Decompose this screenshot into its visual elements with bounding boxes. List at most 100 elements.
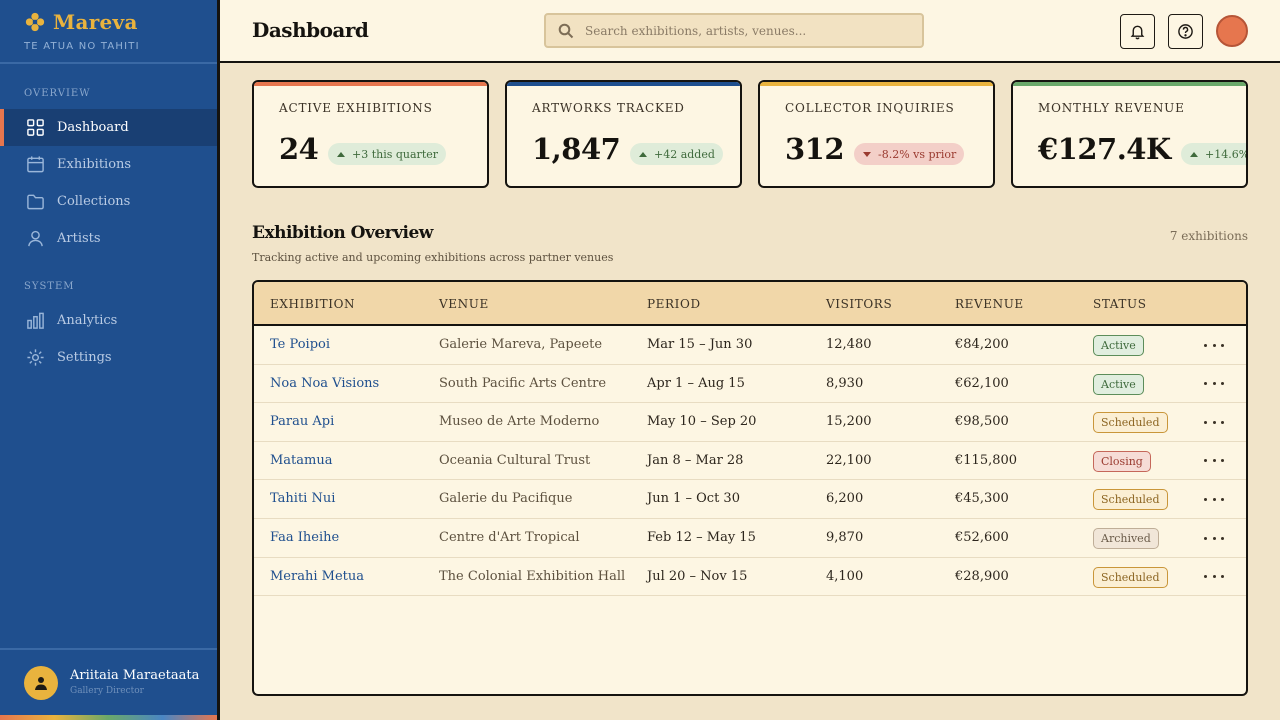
sidebar-item-label: Exhibitions (57, 157, 132, 172)
card-accent-bar (760, 82, 993, 86)
period-cell: Apr 1 – Aug 15 (647, 375, 745, 391)
card-accent-bar (254, 82, 487, 86)
notifications-button[interactable] (1120, 14, 1155, 49)
sidebar-item-analytics[interactable]: Analytics (0, 302, 217, 339)
more-options-icon[interactable] (1204, 492, 1224, 506)
stat-delta-text: -8.2% vs prior (878, 147, 957, 161)
search-icon (558, 23, 574, 38)
table-row[interactable]: Tahiti Nui Galerie du Pacifique Jun 1 – Oc… (254, 480, 1246, 519)
search-input[interactable] (585, 23, 905, 38)
more-options-icon[interactable] (1204, 415, 1224, 429)
trend-arrow-icon (1190, 151, 1198, 157)
dot (1212, 536, 1216, 540)
stat-delta: -8.2% vs prior (854, 143, 965, 165)
status-badge: Scheduled (1093, 566, 1168, 588)
section-subtitle: Tracking active and upcoming exhibitions… (252, 251, 614, 264)
table-row[interactable]: Te Poipoi Galerie Mareva, Papeete Mar 15 –… (254, 326, 1246, 365)
grid-icon (27, 119, 44, 136)
status-badge: Scheduled (1093, 489, 1168, 511)
dot (1212, 575, 1216, 579)
stat-value: 312 (785, 132, 845, 166)
dot (1204, 497, 1207, 501)
trend-arrow-icon (863, 151, 871, 157)
section-title: Exhibition Overview (252, 223, 433, 243)
revenue-cell: €84,200 (955, 337, 1009, 352)
divider (0, 648, 217, 650)
sidebar-item-collections[interactable]: Collections (0, 183, 217, 220)
page-title: Dashboard (252, 18, 369, 42)
help-button[interactable] (1168, 14, 1203, 49)
nav-section-overview: OVERVIEW (24, 88, 91, 99)
table-row[interactable]: Parau Api Museo de Arte Moderno May 10 – S… (254, 403, 1246, 442)
more-options-icon[interactable] (1204, 377, 1224, 391)
user-name: Ariitaia Maraetaata (70, 668, 200, 683)
status-badge: Active (1093, 335, 1144, 356)
table-row[interactable]: Merahi Metua The Colonial Exhibition Hall… (254, 558, 1246, 597)
card-accent-bar (1013, 82, 1246, 86)
period-cell: Jan 8 – Mar 28 (647, 452, 744, 468)
visitors-cell: 22,100 (826, 452, 872, 468)
column-header-venue[interactable]: VENUE (439, 297, 489, 311)
profile-avatar[interactable] (1216, 15, 1248, 47)
venue-cell: Centre d'Art Tropical (439, 530, 580, 545)
revenue-cell: €52,600 (955, 530, 1009, 545)
dot (1204, 575, 1207, 579)
sidebar-item-label: Dashboard (57, 120, 129, 135)
exhibition-name[interactable]: Tahiti Nui (270, 491, 336, 507)
dot (1212, 459, 1216, 463)
dot (1204, 459, 1207, 463)
visitors-cell: 8,930 (826, 375, 864, 391)
exhibition-name[interactable]: Merahi Metua (270, 568, 364, 584)
search-box[interactable] (544, 13, 924, 48)
more-options-icon[interactable] (1204, 570, 1224, 584)
more-options-icon[interactable] (1204, 454, 1224, 468)
stat-value: 1,847 (532, 132, 621, 166)
bell-icon (1130, 25, 1145, 40)
exhibition-name[interactable]: Faa Iheihe (270, 530, 340, 545)
exhibitions-table: EXHIBITION VENUE PERIOD VISITORS REVENUE… (252, 280, 1248, 696)
period-cell: Mar 15 – Jun 30 (647, 337, 753, 352)
table-row[interactable]: Faa Iheihe Centre d'Art Tropical Feb 12 – … (254, 519, 1246, 558)
visitors-cell: 9,870 (826, 530, 864, 545)
period-cell: Feb 12 – May 15 (647, 530, 756, 545)
stat-label: ARTWORKS TRACKED (532, 101, 685, 115)
exhibition-name[interactable]: Noa Noa Visions (270, 375, 380, 391)
status-badge: Archived (1093, 528, 1159, 549)
brand[interactable]: Mareva (24, 10, 138, 34)
sidebar-item-settings[interactable]: Settings (0, 339, 217, 376)
revenue-cell: €115,800 (955, 452, 1018, 468)
exhibition-name[interactable]: Te Poipoi (270, 337, 330, 352)
exhibition-name[interactable]: Parau Api (270, 414, 335, 430)
column-header-period[interactable]: PERIOD (647, 297, 701, 311)
sidebar-item-artists[interactable]: Artists (0, 220, 217, 257)
table-row[interactable]: Noa Noa Visions South Pacific Arts Centre… (254, 365, 1246, 404)
more-options-icon[interactable] (1204, 338, 1224, 352)
table-row[interactable]: Matamua Oceania Cultural Trust Jan 8 – Mar… (254, 442, 1246, 481)
stat-delta: +14.6% (1181, 143, 1248, 165)
revenue-cell: €62,100 (955, 375, 1009, 391)
column-header-visitors[interactable]: VISITORS (826, 297, 893, 311)
more-options-icon[interactable] (1204, 531, 1224, 545)
venue-cell: Oceania Cultural Trust (439, 452, 591, 468)
dot (1204, 382, 1207, 386)
dot (1212, 420, 1216, 424)
column-header-status[interactable]: STATUS (1093, 297, 1147, 311)
stat-delta-text: +3 this quarter (352, 147, 439, 161)
column-header-exhibition[interactable]: EXHIBITION (270, 297, 356, 311)
sidebar-item-dashboard[interactable]: Dashboard (0, 109, 217, 146)
exhibition-name[interactable]: Matamua (270, 452, 333, 468)
brand-name: Mareva (53, 10, 138, 34)
stat-delta-text: +14.6% (1205, 147, 1248, 161)
sidebar-item-exhibitions[interactable]: Exhibitions (0, 146, 217, 183)
stat-label: MONTHLY REVENUE (1038, 101, 1185, 115)
user-avatar[interactable] (24, 666, 58, 700)
dot (1204, 536, 1207, 540)
sidebar-item-label: Analytics (57, 313, 118, 328)
user-icon (28, 230, 43, 247)
dot (1212, 343, 1216, 347)
stat-card-monthly-revenue: MONTHLY REVENUE €127.4K +14.6% (1011, 80, 1248, 188)
venue-cell: South Pacific Arts Centre (439, 375, 607, 391)
column-header-revenue[interactable]: REVENUE (955, 297, 1024, 311)
visitors-cell: 6,200 (826, 491, 864, 507)
user-icon (35, 677, 47, 690)
